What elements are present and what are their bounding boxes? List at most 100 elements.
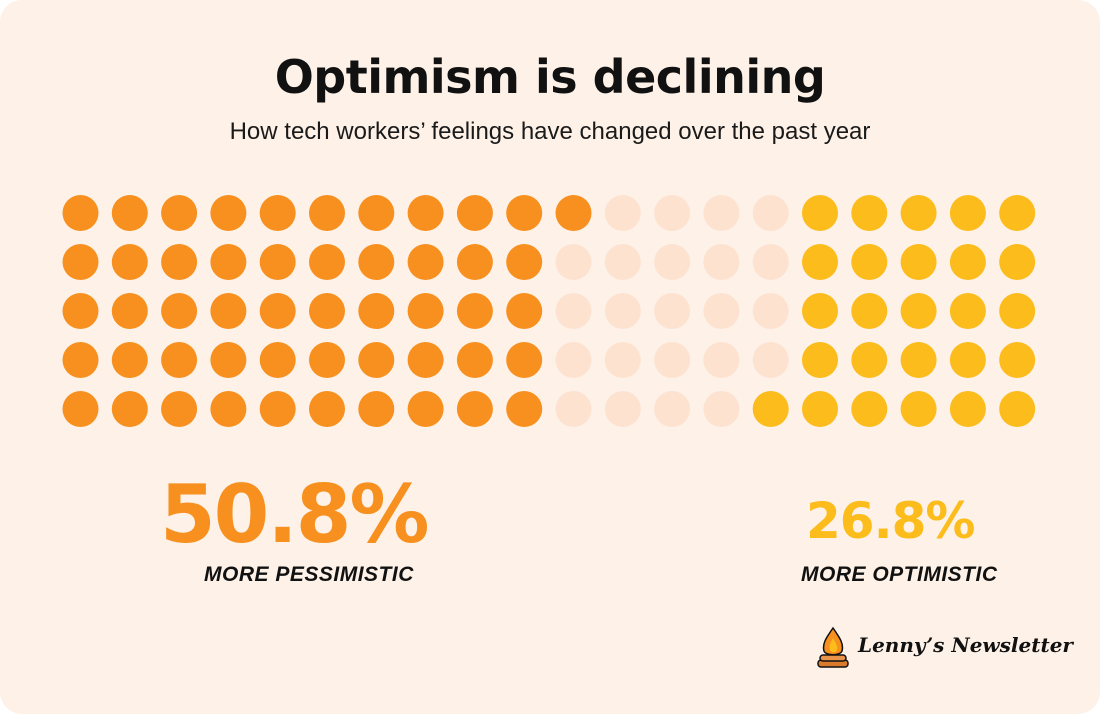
waffle-dot-pessimistic — [555, 195, 592, 231]
waffle-dot-neutral — [604, 391, 641, 427]
waffle-dot-optimistic — [949, 391, 986, 427]
campfire-icon — [817, 626, 849, 668]
waffle-dot-pessimistic — [358, 391, 395, 427]
waffle-dot-pessimistic — [210, 244, 247, 280]
waffle-dot-pessimistic — [259, 195, 296, 231]
waffle-dot-optimistic — [900, 244, 937, 280]
waffle-dot-optimistic — [802, 244, 838, 280]
waffle-dot-pessimistic — [358, 244, 395, 280]
waffle-dot-pessimistic — [358, 195, 395, 231]
waffle-dot-neutral — [604, 195, 641, 231]
waffle-dot-pessimistic — [309, 391, 345, 427]
chart-subtitle: How tech workers’ feelings have changed … — [229, 118, 871, 145]
waffle-dot-pessimistic — [456, 195, 493, 231]
waffle-dot-pessimistic — [259, 293, 296, 329]
brand-logo — [817, 626, 849, 668]
waffle-dot-pessimistic — [111, 391, 148, 427]
waffle-dot-optimistic — [752, 391, 789, 427]
waffle-dot-neutral — [604, 342, 641, 378]
waffle-dot-pessimistic — [210, 391, 247, 427]
waffle-dot-pessimistic — [161, 244, 198, 280]
waffle-dot-pessimistic — [259, 244, 296, 280]
waffle-dot-pessimistic — [309, 293, 345, 329]
waffle-dot-neutral — [654, 342, 691, 378]
waffle-dot-pessimistic — [309, 244, 345, 280]
waffle-dot-pessimistic — [506, 342, 543, 378]
waffle-dot-pessimistic — [62, 293, 99, 329]
waffle-dot-pessimistic — [111, 293, 148, 329]
waffle-dot-optimistic — [851, 391, 888, 427]
waffle-dot-neutral — [604, 293, 641, 329]
waffle-dot-pessimistic — [62, 195, 99, 231]
waffle-dot-pessimistic — [161, 293, 198, 329]
waffle-dot-optimistic — [999, 244, 1036, 280]
brand-name: Lenny’s Newsletter — [858, 633, 1073, 657]
waffle-dot-pessimistic — [456, 391, 493, 427]
waffle-dot-pessimistic — [259, 342, 296, 378]
waffle-dot-pessimistic — [456, 342, 493, 378]
waffle-dot-pessimistic — [358, 342, 395, 378]
waffle-dot-pessimistic — [506, 244, 543, 280]
waffle-dot-pessimistic — [456, 244, 493, 280]
waffle-dot-pessimistic — [210, 293, 247, 329]
waffle-dot-pessimistic — [111, 195, 148, 231]
waffle-dot-neutral — [654, 293, 691, 329]
waffle-dot-optimistic — [949, 342, 986, 378]
waffle-dot-pessimistic — [62, 342, 99, 378]
waffle-dot-neutral — [752, 244, 789, 280]
waffle-dot-pessimistic — [358, 293, 395, 329]
waffle-dot-pessimistic — [407, 391, 444, 427]
waffle-dot-optimistic — [999, 293, 1036, 329]
pessimistic-percentage: 50.8% — [160, 468, 430, 561]
waffle-dot-optimistic — [802, 391, 838, 427]
optimistic-label: MORE OPTIMISTIC — [801, 563, 998, 586]
pessimistic-label: MORE PESSIMISTIC — [204, 563, 414, 586]
waffle-dot-optimistic — [900, 293, 937, 329]
waffle-dot-optimistic — [851, 293, 888, 329]
waffle-dot-pessimistic — [506, 293, 543, 329]
waffle-dot-neutral — [703, 391, 740, 427]
waffle-dot-pessimistic — [111, 342, 148, 378]
waffle-dot-pessimistic — [210, 342, 247, 378]
waffle-dot-neutral — [703, 244, 740, 280]
waffle-dot-pessimistic — [161, 342, 198, 378]
waffle-dot-neutral — [555, 342, 592, 378]
waffle-dot-neutral — [555, 293, 592, 329]
waffle-dot-optimistic — [949, 293, 986, 329]
waffle-dot-pessimistic — [309, 195, 345, 231]
waffle-dot-neutral — [752, 293, 789, 329]
waffle-dot-pessimistic — [111, 244, 148, 280]
waffle-dot-neutral — [654, 391, 691, 427]
waffle-dot-optimistic — [999, 195, 1036, 231]
waffle-dot-neutral — [555, 391, 592, 427]
waffle-dot-neutral — [555, 244, 592, 280]
waffle-dot-pessimistic — [161, 195, 198, 231]
waffle-dot-optimistic — [999, 391, 1036, 427]
waffle-dot-pessimistic — [161, 391, 198, 427]
waffle-dot-pessimistic — [407, 244, 444, 280]
waffle-dot-neutral — [654, 244, 691, 280]
waffle-dot-pessimistic — [407, 342, 444, 378]
waffle-dot-optimistic — [851, 195, 888, 231]
chart-title: Optimism is declining — [274, 50, 826, 104]
waffle-dot-pessimistic — [210, 195, 247, 231]
optimistic-percentage: 26.8% — [806, 492, 975, 550]
waffle-dot-optimistic — [851, 342, 888, 378]
waffle-dot-pessimistic — [407, 195, 444, 231]
waffle-dot-optimistic — [999, 342, 1036, 378]
waffle-dot-optimistic — [900, 342, 937, 378]
waffle-dot-optimistic — [900, 391, 937, 427]
waffle-dot-optimistic — [851, 244, 888, 280]
waffle-dot-neutral — [703, 293, 740, 329]
waffle-dot-pessimistic — [62, 244, 99, 280]
waffle-dot-optimistic — [949, 244, 986, 280]
waffle-dot-neutral — [654, 195, 691, 231]
waffle-dot-neutral — [752, 342, 789, 378]
waffle-dot-pessimistic — [506, 391, 543, 427]
waffle-dot-optimistic — [802, 195, 838, 231]
waffle-dot-optimistic — [802, 342, 838, 378]
waffle-dot-pessimistic — [506, 195, 543, 231]
waffle-dot-optimistic — [802, 293, 838, 329]
